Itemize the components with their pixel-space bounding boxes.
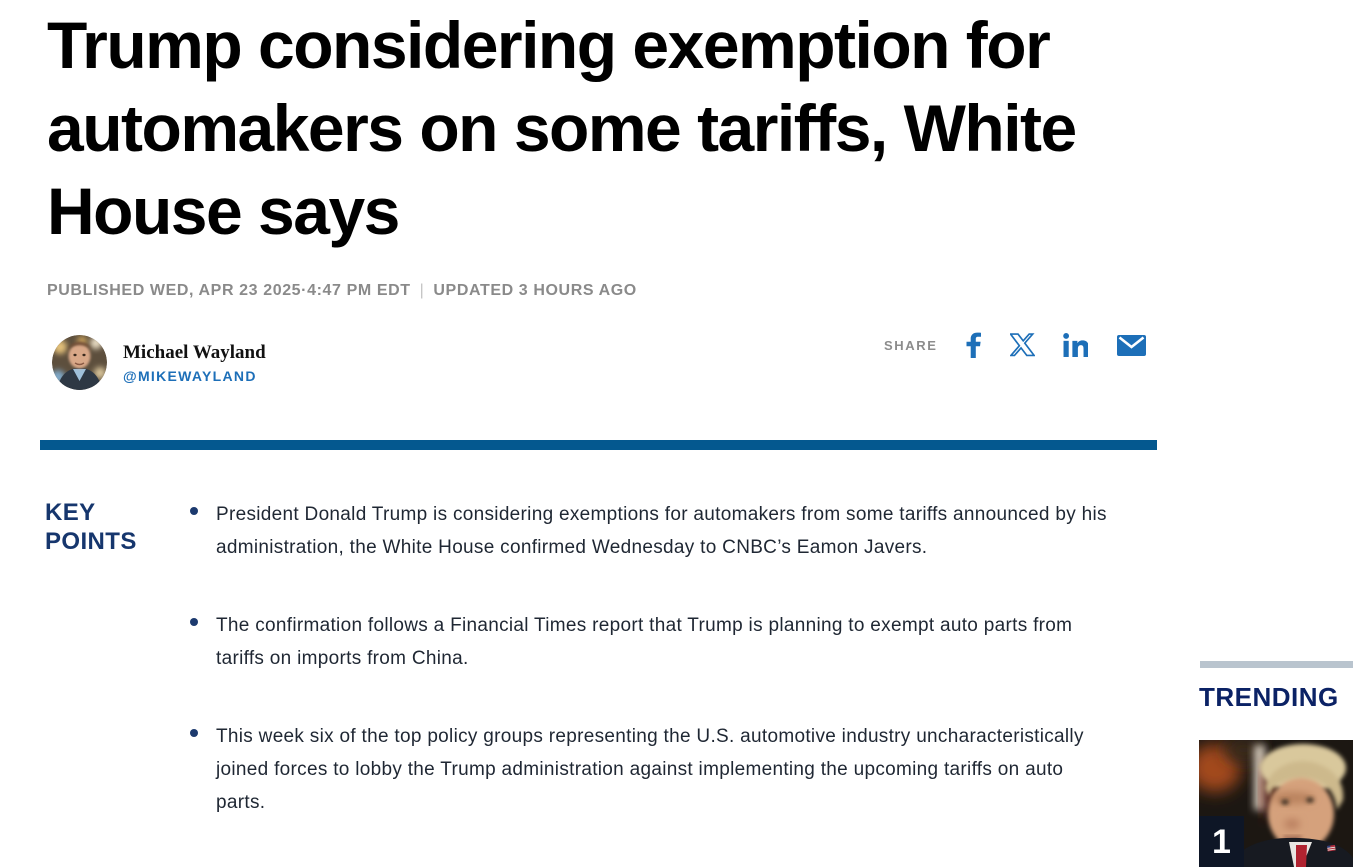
share-email-button[interactable] — [1116, 334, 1146, 356]
key-point-item: This week six of the top policy groups r… — [188, 720, 1113, 819]
key-point-text: This week six of the top policy groups r… — [216, 726, 1084, 813]
headline-line-1: Trump considering exemption for — [47, 8, 1051, 82]
author-avatar-photo — [52, 335, 107, 390]
trending-item-1[interactable]: 1 — [1199, 740, 1353, 867]
key-points-list: President Donald Trump is considering ex… — [188, 498, 1113, 864]
author-name[interactable]: Michael Wayland — [123, 342, 266, 363]
timestamp-separator: | — [419, 282, 425, 299]
trending-rank-number: 1 — [1212, 822, 1231, 861]
share-toolbar: SHARE — [884, 330, 1146, 360]
linkedin-icon — [1063, 333, 1089, 357]
key-point-text: The confirmation follows a Financial Tim… — [216, 615, 1073, 669]
headline: Trump considering exemption for automake… — [47, 4, 1347, 253]
section-divider-bar — [40, 440, 1157, 450]
trending-divider-bar — [1200, 661, 1353, 668]
share-label: SHARE — [884, 337, 938, 353]
headline-line-3: House says — [47, 174, 400, 248]
facebook-icon — [966, 332, 982, 358]
author-meta: Michael Wayland @MIKEWAYLAND — [123, 341, 266, 384]
trending-rank-badge: 1 — [1199, 816, 1244, 867]
headline-line-2: automakers on some tariffs, White — [47, 91, 1077, 165]
author-handle[interactable]: @MIKEWAYLAND — [123, 368, 257, 384]
key-point-item: The confirmation follows a Financial Tim… — [188, 609, 1113, 675]
x-icon — [1009, 333, 1035, 357]
key-point-item: President Donald Trump is considering ex… — [188, 498, 1113, 564]
share-linkedin-button[interactable] — [1063, 333, 1089, 357]
share-facebook-button[interactable] — [966, 332, 982, 358]
bullet-icon — [190, 507, 198, 515]
updated-date: UPDATED 3 HOURS AGO — [433, 282, 637, 299]
email-icon — [1116, 334, 1146, 356]
published-date: PUBLISHED WED, APR 23 2025·4:47 PM EDT — [47, 282, 411, 299]
trending-heading: TRENDING — [1199, 682, 1339, 712]
key-point-text: President Donald Trump is considering ex… — [216, 504, 1107, 558]
share-x-button[interactable] — [1009, 333, 1035, 357]
timestamp: PUBLISHED WED, APR 23 2025·4:47 PM EDT | U… — [47, 282, 637, 300]
bullet-icon — [190, 618, 198, 626]
bullet-icon — [190, 729, 198, 737]
author-avatar[interactable] — [52, 335, 107, 390]
author-block: Michael Wayland @MIKEWAYLAND — [52, 335, 266, 390]
key-points-label: KEY POINTS — [45, 499, 137, 555]
